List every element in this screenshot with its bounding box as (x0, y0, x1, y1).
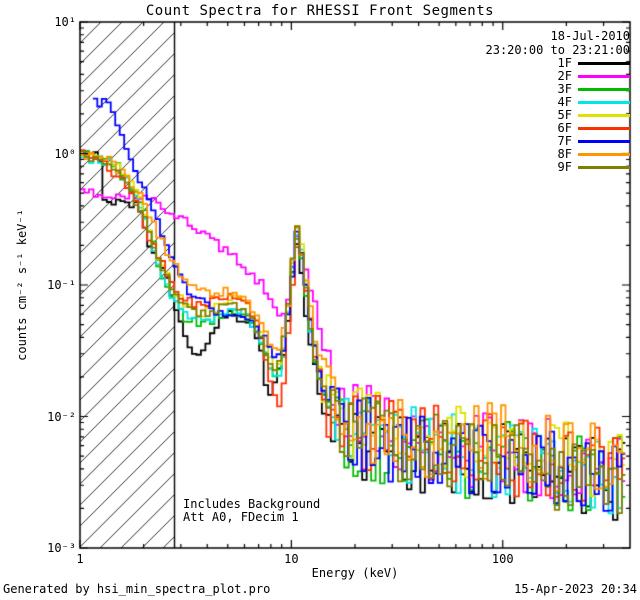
x-axis-label: Energy (keV) (311, 566, 399, 580)
legend-label-6F: 6F (557, 121, 572, 135)
legend-label-7F: 7F (557, 134, 572, 148)
annotation-includes-background: Includes Background (183, 497, 321, 511)
legend-swatch-8F (578, 153, 630, 156)
legend-swatch-1F (578, 62, 630, 65)
legend-label-5F: 5F (557, 108, 572, 122)
annotation-attenuator-state: Att A0, FDecim 1 (183, 510, 299, 524)
generated-by-text: Generated by hsi_min_spectra_plot.pro (3, 582, 271, 596)
legend-swatch-2F (578, 75, 630, 78)
legend-swatch-7F (578, 140, 630, 143)
legend-item-8F: 8F (558, 148, 630, 161)
x-tick-label-10: 10 (284, 552, 299, 566)
y-tick-label-0.1: 10⁻¹ (47, 278, 76, 292)
legend-item-4F: 4F (558, 96, 630, 109)
legend-swatch-4F (578, 101, 630, 104)
x-tick-label-100: 100 (491, 552, 514, 566)
legend-label-1F: 1F (557, 56, 572, 70)
legend-label-3F: 3F (557, 82, 572, 96)
legend-label-8F: 8F (557, 147, 572, 161)
x-tick-label-1: 1 (76, 552, 84, 566)
y-tick-label-10: 10¹ (54, 15, 76, 29)
legend-swatch-5F (578, 114, 630, 117)
observation-time-range: 23:20:00 to 23:21:00 (485, 43, 631, 57)
page-title: Count Spectra for RHESSI Front Segments (145, 3, 495, 19)
legend-item-3F: 3F (558, 83, 630, 96)
legend-item-6F: 6F (558, 122, 630, 135)
legend-item-7F: 7F (558, 135, 630, 148)
legend-label-2F: 2F (557, 69, 572, 83)
legend-swatch-3F (578, 88, 630, 91)
legend-item-9F: 9F (558, 161, 630, 174)
y-tick-label-0.01: 10⁻² (47, 409, 76, 424)
legend-swatch-9F (578, 166, 630, 169)
y-axis-label: counts cm⁻² s⁻¹ keV⁻¹ (15, 209, 29, 361)
legend-label-9F: 9F (557, 160, 572, 174)
legend-label-4F: 4F (557, 95, 572, 109)
legend-swatch-6F (578, 127, 630, 130)
legend-item-5F: 5F (558, 109, 630, 122)
plot-timestamp: 15-Apr-2023 20:34 (514, 582, 637, 596)
legend: 1F 2F 3F 4F 5F 6F 7F 8F 9F (558, 57, 630, 174)
observation-date: 18-Jul-2010 (550, 29, 630, 43)
legend-item-2F: 2F (558, 70, 630, 83)
y-tick-label-1: 10⁰ (54, 146, 76, 161)
legend-item-1F: 1F (558, 57, 630, 70)
y-tick-label-0.001: 10⁻³ (47, 541, 76, 555)
